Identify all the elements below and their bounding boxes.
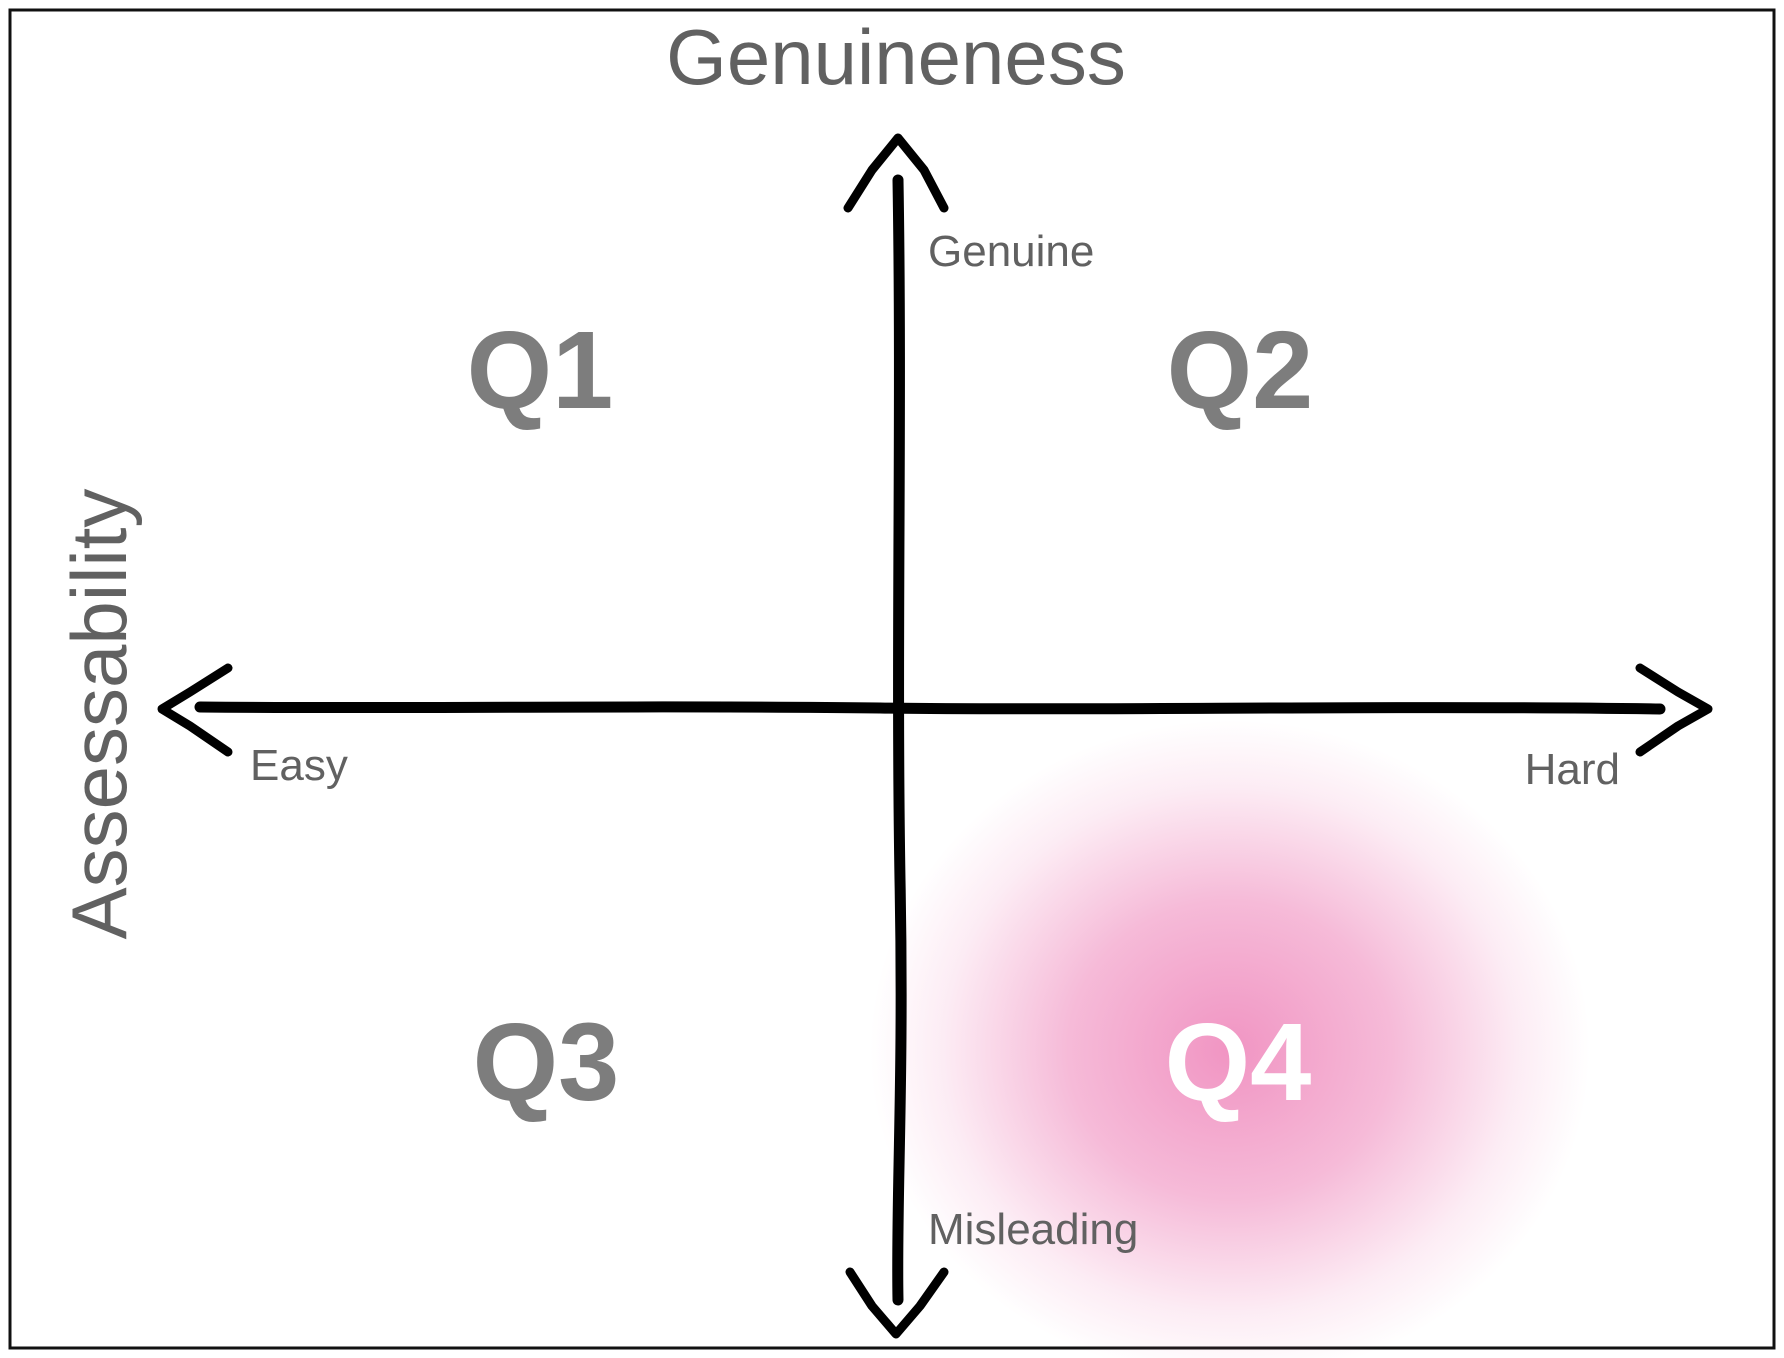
- diagram-border: [8, 8, 1776, 1350]
- axis-label-right: Hard: [1525, 745, 1620, 794]
- vertical-axis-title: Assessability: [55, 489, 143, 940]
- vertical-axis: [843, 133, 949, 1339]
- arrow-down-icon: [845, 1267, 949, 1339]
- quadrant-label-q1: Q1: [467, 309, 614, 432]
- quadrant-label-q4: Q4: [1165, 1001, 1312, 1124]
- horizontal-axis: [157, 663, 1713, 757]
- axis-label-left: Easy: [250, 741, 348, 790]
- quadrant-label-q3: Q3: [473, 1001, 620, 1124]
- arrow-left-icon: [157, 663, 233, 757]
- axis-label-top: Genuine: [928, 227, 1094, 276]
- axis-label-bottom: Misleading: [928, 1205, 1138, 1254]
- arrow-up-icon: [843, 133, 949, 213]
- arrow-right-icon: [1635, 663, 1713, 757]
- q4-highlight: [870, 720, 1590, 1358]
- quadrant-label-q2: Q2: [1167, 309, 1314, 432]
- diagram-title: Genuineness: [666, 13, 1126, 101]
